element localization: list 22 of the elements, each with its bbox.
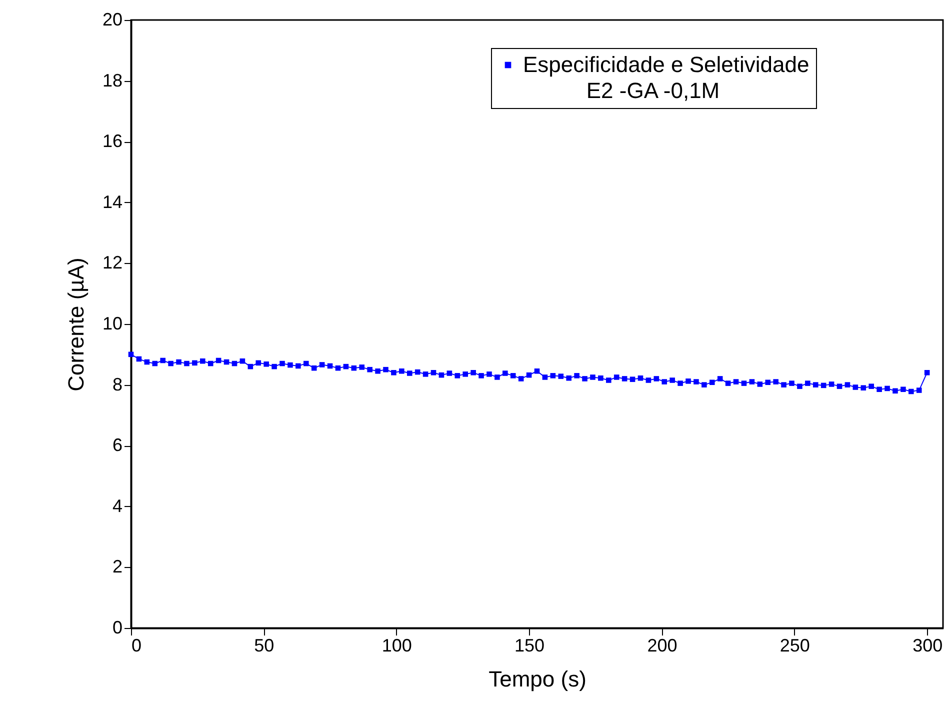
x-tick-label: 300 [912, 636, 943, 656]
x-axis-title: Tempo (s) [488, 666, 586, 692]
y-tick-label: 0 [112, 618, 122, 638]
x-tick-label: 50 [254, 636, 274, 656]
x-tick-label: 250 [780, 636, 810, 656]
x-tick-label: 100 [382, 636, 412, 656]
y-tick-label: 10 [102, 314, 122, 334]
y-tick-label: 20 [102, 10, 122, 30]
legend-title: E2 -GA -0,1M [586, 78, 720, 103]
y-tick-label: 8 [112, 374, 122, 394]
legend-label: Especificidade e Seletividade [523, 52, 810, 77]
x-tick-label: 150 [514, 636, 545, 656]
y-tick-label: 4 [112, 496, 122, 516]
y-tick-label: 18 [102, 70, 122, 90]
y-tick-label: 6 [112, 435, 122, 456]
y-tick-label: 12 [102, 252, 122, 273]
y-axis-title: Corrente (µA) [63, 258, 88, 392]
x-tick-label: 0 [132, 636, 142, 656]
y-tick-label: 16 [102, 131, 122, 152]
y-tick-label: 2 [112, 556, 122, 577]
x-tick-label: 200 [647, 636, 678, 656]
y-tick-label: 14 [102, 192, 122, 212]
